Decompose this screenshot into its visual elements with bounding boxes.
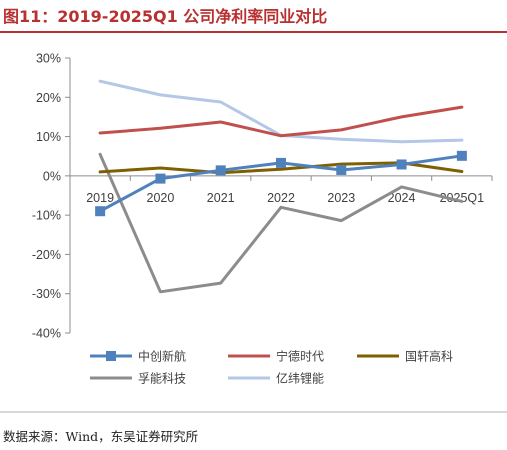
y-tick-label: -40% [32, 327, 61, 341]
series-2 [98, 105, 464, 138]
y-tick-label: 20% [36, 91, 61, 105]
x-tick-label: 2025Q1 [440, 191, 485, 205]
y-tick-label: -20% [32, 248, 61, 262]
legend-item: 孚能科技 [90, 372, 186, 386]
series-5 [98, 79, 464, 144]
series-4 [98, 152, 464, 294]
series-line [98, 152, 464, 294]
y-tick-label: 10% [36, 130, 61, 144]
y-tick-label: -10% [32, 209, 61, 223]
data-point [396, 159, 407, 170]
y-tick-label: 30% [36, 52, 61, 66]
x-tick-label: 2020 [147, 191, 175, 205]
legend-item: 宁德时代 [228, 349, 324, 364]
data-point [456, 150, 467, 161]
y-tick-label: -30% [32, 287, 61, 301]
axes: 30% 20% 10% 0% -10% -20% -30% -40% 2019 2020 2021 2… [32, 52, 493, 341]
legend-label: 国轩高科 [405, 349, 453, 364]
x-tick-label: 2023 [327, 191, 355, 205]
x-tick-label: 2024 [388, 191, 416, 205]
chart-title: 图11：2019-2025Q1 公司净利率同业对比 [3, 7, 327, 26]
series-1 [95, 150, 467, 217]
data-point [215, 165, 226, 176]
legend-label: 孚能科技 [138, 372, 186, 386]
legend-item: 中创新航 [90, 349, 186, 364]
series-line [98, 105, 464, 138]
x-tick-label: 2021 [207, 191, 235, 205]
legend-label: 中创新航 [138, 349, 186, 364]
series-line [98, 79, 464, 144]
legend-swatch-marker [106, 351, 116, 361]
legend-item: 国轩高科 [357, 349, 453, 364]
data-point [95, 206, 106, 217]
series-layer [95, 79, 467, 294]
data-point [155, 173, 166, 184]
data-point [336, 164, 347, 175]
x-tick-label: 2019 [86, 191, 114, 205]
legend-item: 亿纬锂能 [228, 371, 324, 386]
y-tick-label: 0% [43, 169, 61, 183]
legend-label: 宁德时代 [276, 349, 324, 364]
legend-label: 亿纬锂能 [276, 371, 324, 386]
source-note: 数据来源：Wind，东吴证券研究所 [3, 429, 198, 444]
data-point [276, 157, 286, 168]
x-tick-label: 2022 [267, 191, 295, 205]
